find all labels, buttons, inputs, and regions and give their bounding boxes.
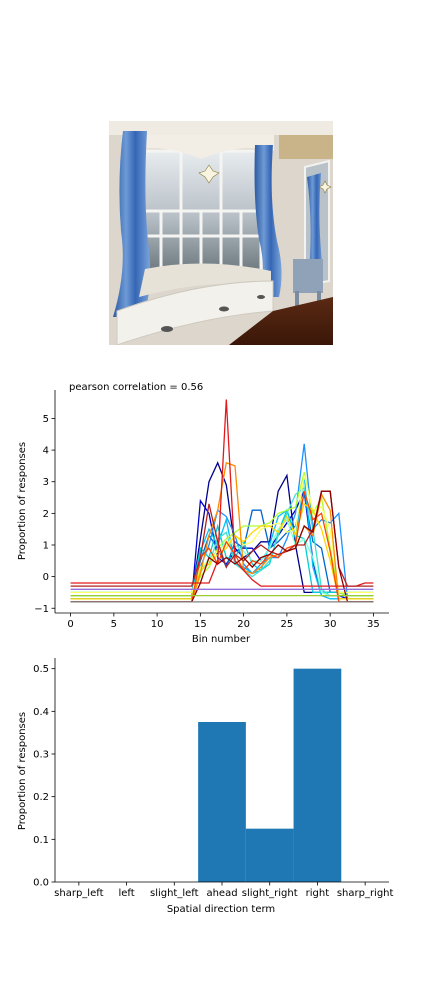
- x-axis: sharp_left left slight_left ahead slight_rig…: [54, 881, 394, 899]
- plot-area: [70, 399, 374, 603]
- y-tick-label: 0.2: [33, 792, 49, 803]
- x-tick-label: 15: [194, 619, 207, 630]
- y-tick-label: 0.5: [33, 664, 49, 675]
- drawer-handles: [161, 295, 265, 332]
- bar-ahead: [198, 722, 246, 882]
- line-chart: pearson correlation = 0.56 0 5 10 15 20 25 30 3…: [17, 382, 389, 645]
- y-axis-label: Proportion of responses: [17, 712, 28, 830]
- y-tick-label: 0.3: [33, 750, 49, 761]
- series-line-13: [70, 399, 374, 587]
- series-line-2: [70, 494, 374, 597]
- ceiling-trim: [109, 121, 333, 135]
- floor: [229, 297, 333, 345]
- x-axis-label: Bin number: [192, 634, 251, 645]
- y-axis-label: Proportion of responses: [17, 442, 28, 560]
- y-axis: 0.0 0.1 0.2 0.3 0.4 0.5: [33, 658, 56, 889]
- y-tick-label: 0: [43, 572, 49, 583]
- room-photo: [109, 121, 333, 345]
- x-tick-label: 20: [237, 619, 250, 630]
- bar-right: [293, 668, 342, 882]
- valance: [129, 135, 274, 159]
- x-tick-label: 0: [67, 619, 73, 630]
- x-tick-label: 10: [151, 619, 164, 630]
- bar-chart: sharp_left left slight_left ahead slight_rig…: [17, 658, 394, 915]
- bar-slight_right: [245, 828, 294, 882]
- lantern-icon: [198, 164, 332, 194]
- y-tick-label: 4: [43, 446, 49, 457]
- x-tick-label: sharp_right: [337, 888, 394, 899]
- y-tick-label: 2: [43, 509, 49, 520]
- y-tick-label: 5: [43, 414, 49, 425]
- bars: [198, 668, 342, 882]
- x-tick-label: 5: [111, 619, 117, 630]
- x-tick-label: 30: [324, 619, 337, 630]
- x-tick-label: 35: [367, 619, 380, 630]
- x-tick-label: right: [306, 888, 330, 899]
- x-tick-label: slight_left: [150, 888, 199, 899]
- y-tick-label: 1: [43, 540, 49, 551]
- seat-cushion: [139, 263, 271, 297]
- y-tick-label: 0.4: [33, 707, 49, 718]
- chair: [293, 259, 323, 293]
- x-tick-label: left: [118, 888, 134, 899]
- x-axis: 0 5 10 15 20 25 30 35: [55, 612, 389, 630]
- x-tick-label: 25: [281, 619, 294, 630]
- y-tick-label: 3: [43, 477, 49, 488]
- x-axis-label: Spatial direction term: [167, 904, 275, 915]
- series-line-9: [70, 475, 374, 594]
- y-tick-label: 0.0: [33, 878, 49, 889]
- curtain-right: [254, 145, 282, 297]
- y-tick-label: −1: [34, 604, 49, 615]
- y-axis: −1 0 1 2 3 4 5: [34, 390, 56, 615]
- series-line-3: [70, 443, 374, 600]
- x-tick-label: slight_right: [242, 888, 298, 899]
- y-tick-label: 0.1: [33, 835, 49, 846]
- x-tick-label: sharp_left: [54, 888, 103, 899]
- chart-title: pearson correlation = 0.56: [69, 382, 203, 393]
- x-tick-label: ahead: [206, 888, 237, 899]
- curtain-left: [113, 131, 151, 317]
